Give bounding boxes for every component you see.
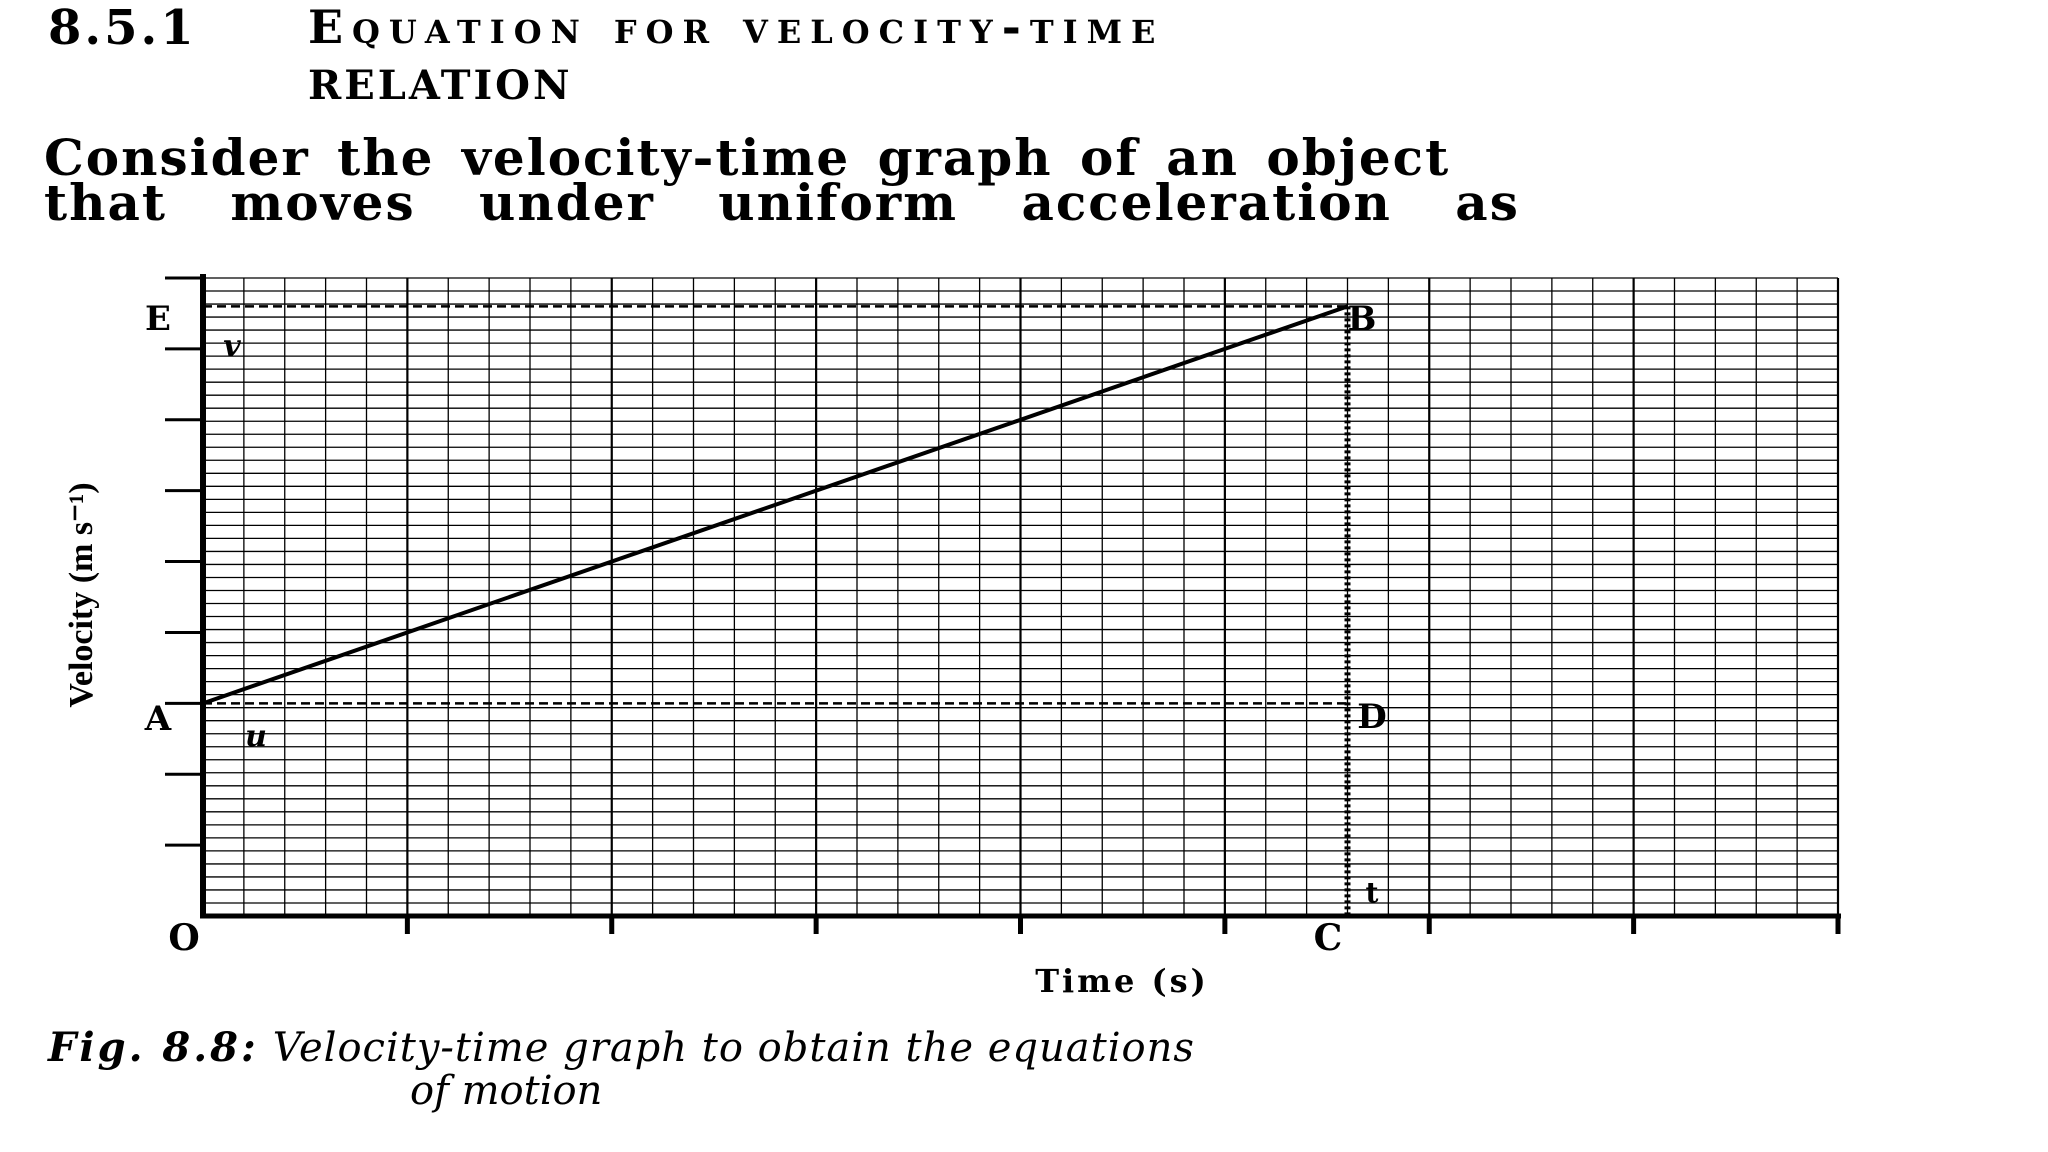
x-axis-label: Time (s): [1035, 962, 1209, 1000]
section-title: Equation for velocity-time: [308, 0, 1165, 54]
y-axis-label: Velocity (m s⁻¹): [63, 482, 100, 707]
caption-label: Fig. 8.8:: [48, 1024, 259, 1071]
paragraph-line-1: Consider the velocity-time graph of an o…: [44, 128, 1451, 187]
point-label-d: D: [1357, 697, 1386, 737]
graph-labels: Velocity (m s⁻¹) Time (s) O A E B D C v …: [63, 299, 1387, 1000]
axis-ticks: [165, 276, 1841, 934]
point-label-a: A: [144, 699, 172, 739]
caption-text: Velocity-time graph to obtain the equati…: [272, 1025, 1195, 1071]
point-label-o: O: [168, 917, 199, 959]
graph-paper-grid: [201, 277, 1840, 917]
symbol-t: t: [1366, 876, 1379, 909]
symbol-v: v: [223, 329, 241, 364]
point-label-c: C: [1314, 917, 1343, 959]
paragraph-line-2: that moves under uniform acceleration as: [44, 173, 1520, 232]
point-label-b: B: [1348, 299, 1377, 339]
symbol-u: u: [245, 719, 267, 754]
point-label-e: E: [145, 299, 171, 339]
figure-caption: Fig. 8.8: Velocity-time graph to obtain t…: [48, 1024, 1195, 1071]
velocity-line-ab: [202, 304, 1349, 706]
caption-text-continued: of motion: [410, 1068, 603, 1114]
section-title-continued: RELATION: [308, 62, 573, 109]
graph-lines: [202, 304, 1351, 916]
section-number: 8.5.1: [48, 0, 197, 56]
